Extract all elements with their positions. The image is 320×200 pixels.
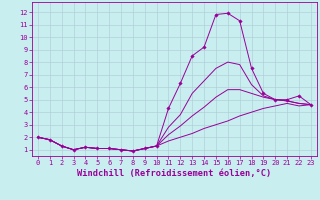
- X-axis label: Windchill (Refroidissement éolien,°C): Windchill (Refroidissement éolien,°C): [77, 169, 272, 178]
